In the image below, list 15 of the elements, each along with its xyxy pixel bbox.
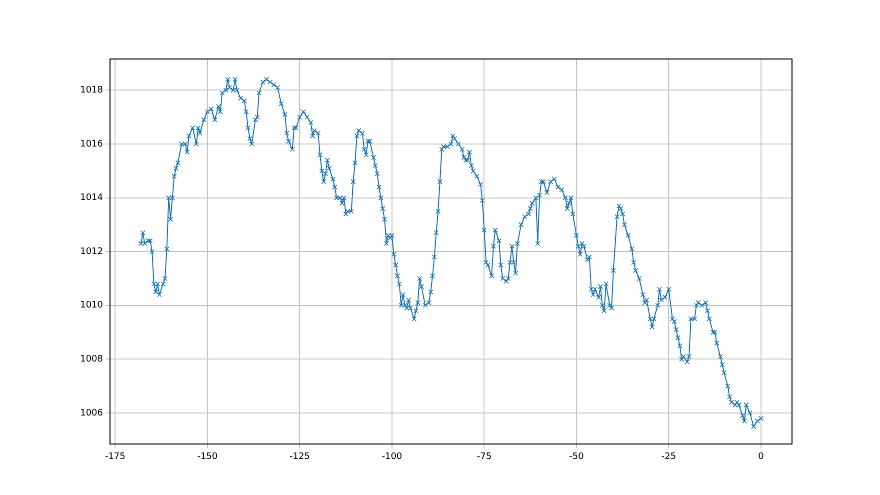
x-tick-label: -125 [289, 452, 310, 462]
x-tick-label: -75 [476, 452, 492, 462]
x-tick-label: -50 [569, 452, 584, 462]
y-tick-label: 1006 [80, 408, 104, 418]
x-tick-label: -100 [382, 452, 402, 462]
y-tick-label: 1016 [80, 139, 104, 150]
x-tick-label: -175 [104, 452, 126, 462]
y-tick-label: 1018 [80, 86, 104, 96]
x-tick-label: 0 [758, 452, 764, 462]
x-tick-label: -25 [661, 452, 676, 462]
y-tick-label: 1014 [80, 193, 104, 204]
y-tick-label: 1010 [80, 300, 104, 311]
x-tick-label: -150 [197, 452, 218, 462]
y-tick-label: 1012 [80, 246, 103, 257]
y-tick-label: 1008 [80, 354, 104, 365]
